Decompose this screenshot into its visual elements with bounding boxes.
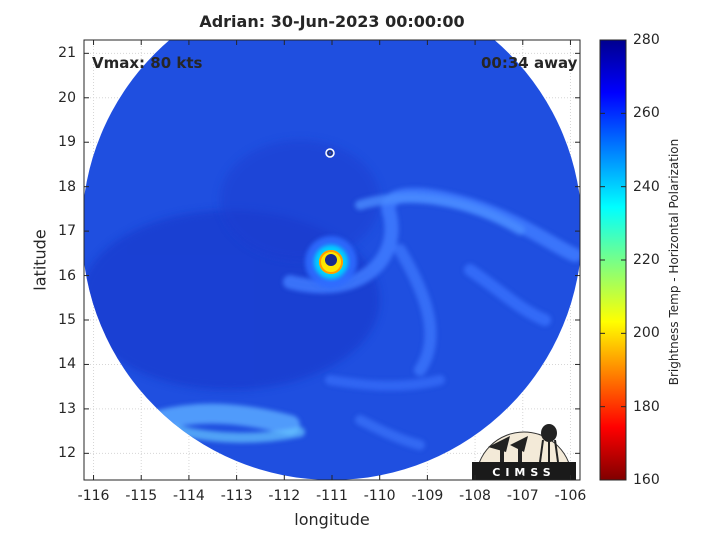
x-tick-label: -108 [459,488,491,504]
y-tick-label: 20 [58,89,76,106]
colorbar-label: Brightness Temp - Horizontal Polarizatio… [667,138,681,386]
colorbar-tick-marks [600,39,626,481]
y-tick-label: 14 [58,356,76,373]
x-tick-label: -114 [173,488,205,504]
x-axis-label: longitude [294,510,370,529]
x-tick-label: -113 [220,488,253,504]
time-away-annotation: 00:34 away [481,54,578,72]
colorbar-tick-label: 280 [633,32,660,48]
colorbar-tick-label: 200 [633,325,660,342]
y-tick-label: 17 [58,223,76,240]
cimss-logo: CIMSS [472,424,576,481]
colorbar-tick-label: 240 [633,178,660,195]
x-tick-label: -110 [363,488,396,504]
chart-title: Adrian: 30-Jun-2023 00:00:00 [199,12,465,31]
x-tick-label: -111 [316,488,348,504]
microwave-swath [84,40,580,480]
x-tick-label: -109 [411,488,444,504]
tick-marks [84,40,580,480]
x-tick-label: -112 [268,488,301,504]
x-tick-label: -115 [125,488,158,504]
y-tick-label: 16 [58,267,76,284]
colorbar-tick-label: 260 [633,105,660,122]
x-tick-label: -116 [77,488,110,504]
logo-text: CIMSS [492,466,555,479]
y-tick-label: 21 [58,45,76,62]
y-tick-label: 13 [58,400,76,417]
y-axis-label: latitude [30,229,50,291]
y-tick-label: 18 [58,178,76,195]
colorbar-tick-label: 220 [633,252,660,268]
y-tick-label: 15 [58,312,76,328]
y-tick-label: 19 [58,134,76,151]
x-tick-label: -106 [554,488,587,504]
vmax-annotation: Vmax: 80 kts [92,54,203,72]
x-tick-label: -107 [506,488,539,504]
y-tick-label: 12 [58,445,76,462]
colorbar-tick-label: 180 [633,398,660,415]
colorbar-tick-label: 160 [633,472,660,488]
